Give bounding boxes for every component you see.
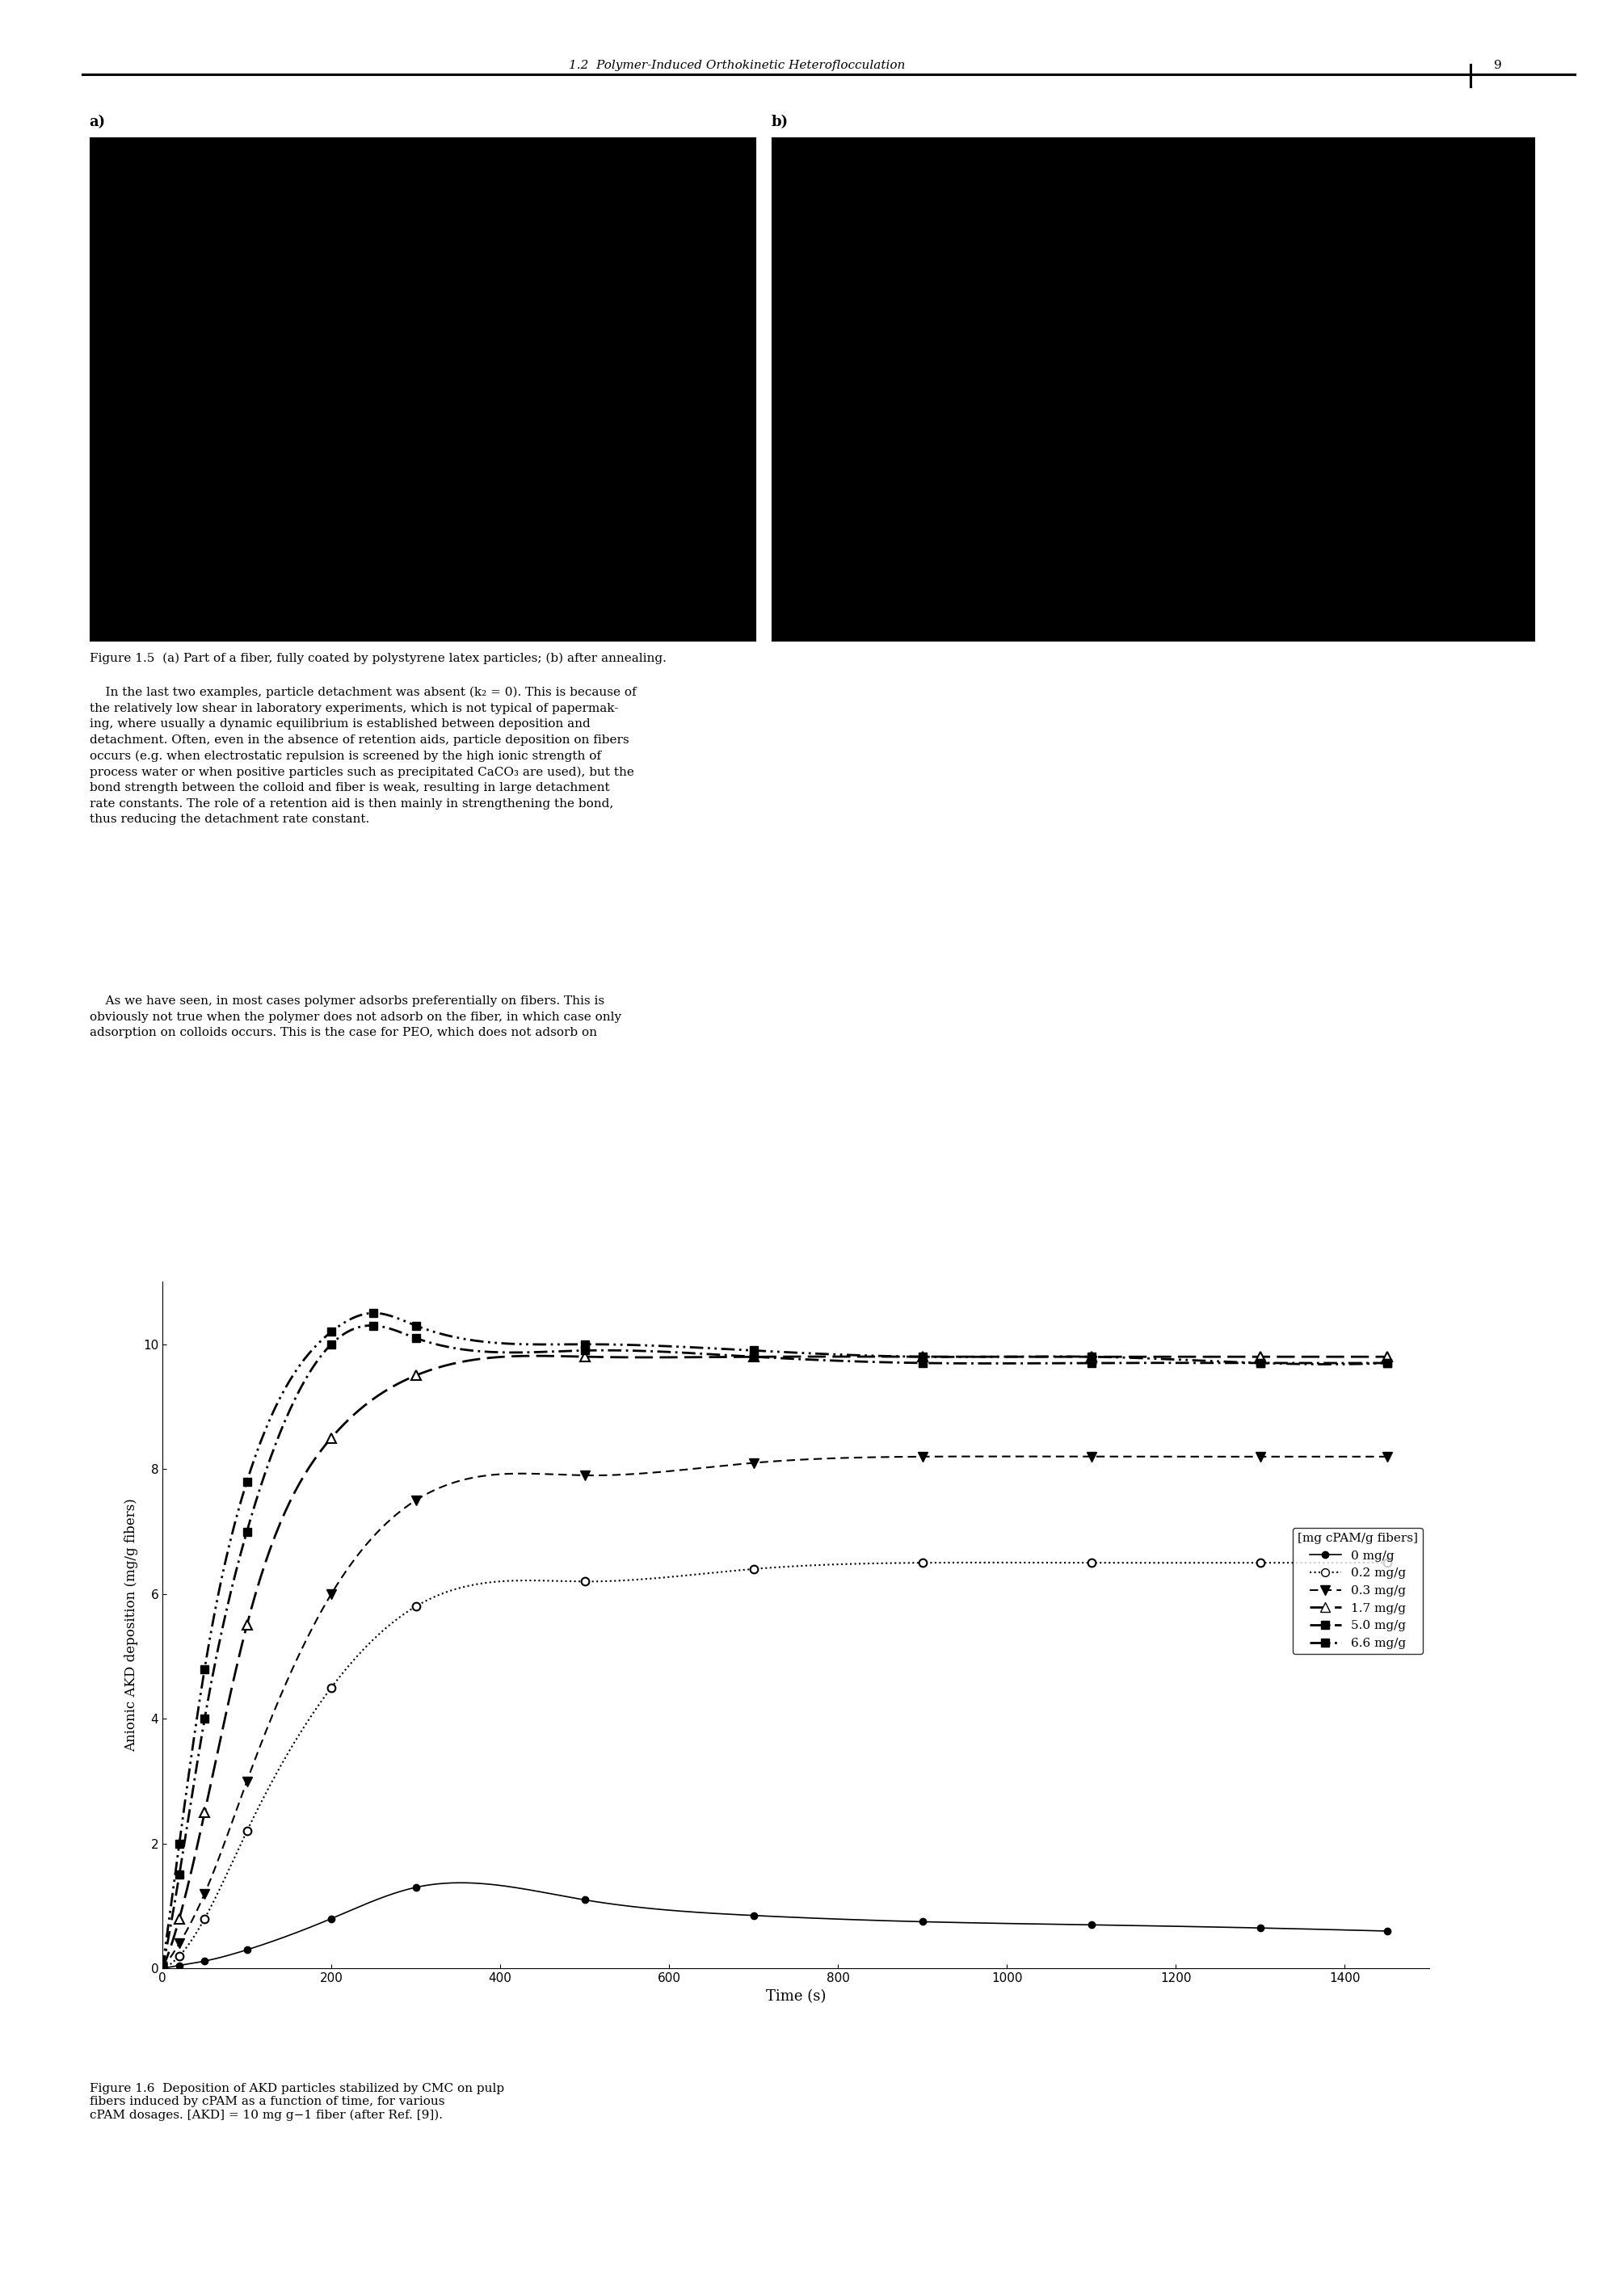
Text: a): a) bbox=[89, 114, 106, 128]
Legend: 0 mg/g, 0.2 mg/g, 0.3 mg/g, 1.7 mg/g, 5.0 mg/g, 6.6 mg/g: 0 mg/g, 0.2 mg/g, 0.3 mg/g, 1.7 mg/g, 5.… bbox=[1293, 1527, 1423, 1655]
Text: 1.2  Polymer-Induced Orthokinetic Heteroflocculation: 1.2 Polymer-Induced Orthokinetic Heterof… bbox=[568, 60, 905, 71]
X-axis label: Time (s): Time (s) bbox=[765, 1989, 827, 2003]
Text: Figure 1.5  (a) Part of a fiber, fully coated by polystyrene latex particles; (b: Figure 1.5 (a) Part of a fiber, fully co… bbox=[89, 652, 666, 664]
Text: As we have seen, in most cases polymer adsorbs preferentially on fibers. This is: As we have seen, in most cases polymer a… bbox=[89, 996, 620, 1039]
Text: In the last two examples, particle detachment was absent (k₂ = 0). This is becau: In the last two examples, particle detac… bbox=[89, 687, 637, 826]
Text: Figure 1.6  Deposition of AKD particles stabilized by CMC on pulp
fibers induced: Figure 1.6 Deposition of AKD particles s… bbox=[89, 2083, 503, 2122]
Text: 9: 9 bbox=[1494, 60, 1502, 71]
Text: b): b) bbox=[771, 114, 789, 128]
Y-axis label: Anionic AKD deposition (mg/g fibers): Anionic AKD deposition (mg/g fibers) bbox=[125, 1499, 138, 1751]
